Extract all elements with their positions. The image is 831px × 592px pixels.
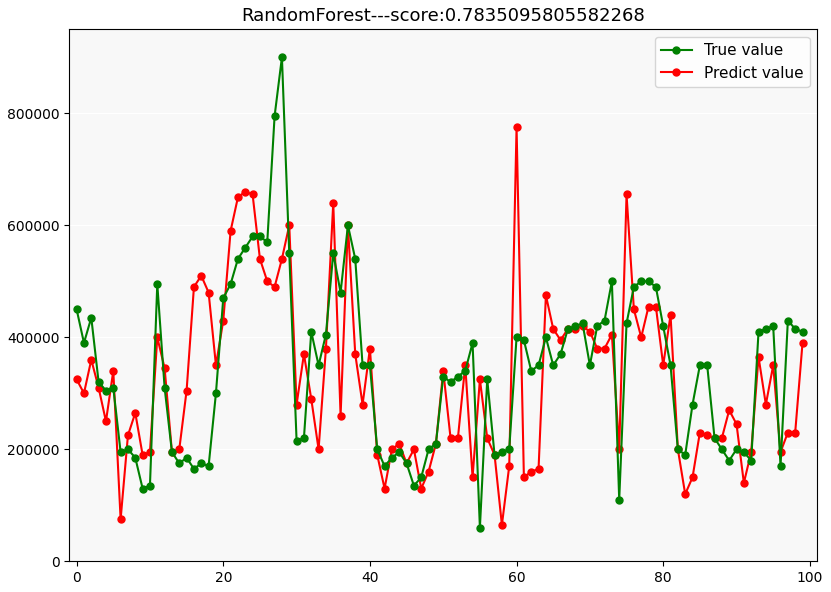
- Predict value: [512, 124, 522, 131]
- Legend: True value, Predict value: True value, Predict value: [655, 37, 809, 87]
- Predict value: [754, 353, 764, 361]
- True value: [240, 244, 250, 251]
- True value: [71, 305, 81, 313]
- True value: [519, 337, 529, 344]
- Predict value: [240, 188, 250, 195]
- True value: [211, 390, 221, 397]
- True value: [754, 328, 764, 335]
- Predict value: [519, 474, 529, 481]
- Predict value: [798, 339, 808, 346]
- True value: [775, 462, 785, 469]
- Predict value: [497, 522, 507, 529]
- Predict value: [445, 435, 455, 442]
- True value: [277, 54, 287, 61]
- Line: True value: True value: [73, 54, 806, 531]
- True value: [453, 373, 463, 380]
- Predict value: [211, 362, 221, 369]
- Predict value: [71, 376, 81, 383]
- Predict value: [775, 449, 785, 456]
- True value: [798, 328, 808, 335]
- True value: [475, 524, 484, 531]
- Title: RandomForest---score:0.7835095805582268: RandomForest---score:0.7835095805582268: [241, 7, 645, 25]
- Line: Predict value: Predict value: [73, 124, 806, 529]
